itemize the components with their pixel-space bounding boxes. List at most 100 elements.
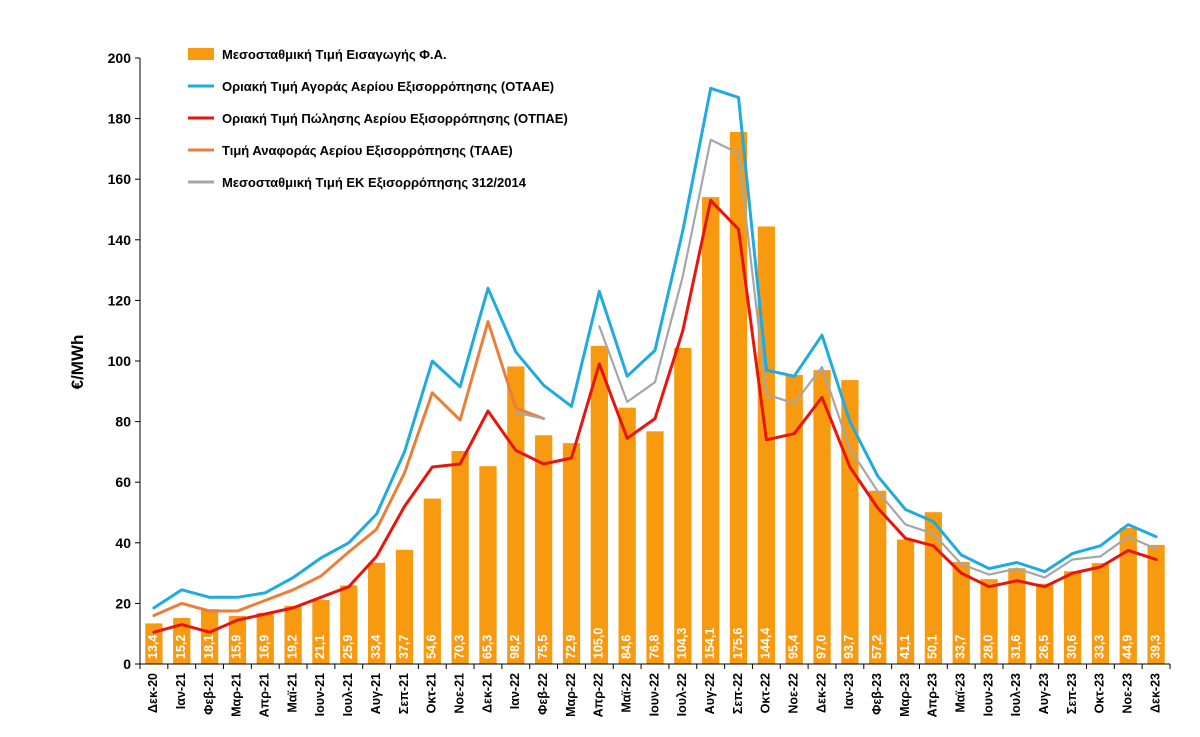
- bar-data-label: 93,7: [842, 635, 856, 659]
- bar-data-label: 154,1: [703, 628, 717, 659]
- bar-data-label: 72,9: [564, 635, 578, 659]
- bar: [228, 615, 247, 664]
- bar: [423, 498, 441, 664]
- bar: [1147, 544, 1165, 664]
- x-tick-label: Φεβ-23: [870, 673, 884, 715]
- x-tick-label: Μαϊ-22: [619, 673, 633, 713]
- bar-data-label: 104,3: [675, 628, 689, 659]
- bar-data-label: 175,6: [731, 628, 745, 659]
- bar-data-label: 84,6: [619, 635, 633, 659]
- x-tick-label: Σεπ-23: [1065, 673, 1079, 714]
- bar: [896, 539, 915, 664]
- bar-data-label: 19,2: [285, 635, 299, 659]
- bar: [1063, 571, 1082, 664]
- bar-data-label: 25,9: [341, 635, 355, 659]
- bar-data-label: 30,6: [1065, 635, 1079, 659]
- x-tick-label: Μαρ-22: [564, 673, 578, 717]
- legend-label: Μεσοσταθμική Τιμή ΕΚ Εξισορρόπησης 312/2…: [222, 175, 527, 190]
- bar-data-label: 37,7: [397, 635, 411, 659]
- bar: [674, 347, 692, 664]
- bar: [395, 549, 414, 664]
- bar: [1036, 583, 1054, 664]
- bar-data-label: 28,0: [981, 635, 995, 659]
- bar-data-label: 31,6: [1009, 635, 1023, 659]
- bar: [1008, 568, 1026, 664]
- axes-group: 0 20 40 60 80 100 120 140 160 180 200 Δεκ-20 Ιαν-21 Φ…: [108, 50, 1171, 717]
- bar-data-label: 144,4: [759, 628, 773, 659]
- x-tick-label: Απρ-23: [926, 673, 940, 717]
- bar: [1091, 563, 1110, 664]
- x-tick-label: Απρ-21: [258, 673, 272, 717]
- bar: [869, 490, 887, 664]
- x-tick-label: Αυγ-23: [1037, 673, 1051, 714]
- bar-data-label: 39,3: [1148, 635, 1162, 659]
- bar-data-label: 97,0: [814, 635, 828, 659]
- x-tick-label: Δεκ-21: [480, 673, 494, 713]
- x-tick-label: Σεπ-21: [397, 673, 411, 714]
- bar: [646, 431, 664, 664]
- bar: [479, 466, 497, 664]
- bar: [535, 435, 553, 664]
- bar-data-label: 33,7: [954, 635, 968, 659]
- bar: [451, 450, 469, 664]
- x-tick-label: Δεκ-20: [146, 673, 160, 713]
- x-tick-label: Μαϊ-23: [954, 673, 968, 713]
- x-tick-label: Ιαν-22: [508, 673, 522, 709]
- bar: [952, 561, 970, 664]
- x-tick-label: Δεκ-23: [1148, 673, 1162, 713]
- x-tick-label: Οκτ-23: [1093, 673, 1107, 713]
- x-tick-label: Ιουλ-22: [675, 673, 689, 716]
- x-tick-label: Απρ-22: [592, 673, 606, 717]
- bar-series-group: 13,4 15,2 18,1 15,9 16,9 19,2 21,1 25,9 33,4 37,7…: [145, 131, 1165, 664]
- bar: [618, 407, 636, 664]
- y-tick-label: 140: [108, 232, 132, 248]
- x-tick-label: Μαρ-23: [898, 673, 912, 717]
- bar-data-label: 33,3: [1093, 635, 1107, 659]
- y-tick-label: 60: [115, 474, 131, 490]
- bar-data-label: 16,9: [258, 635, 272, 659]
- bar-data-label: 95,4: [786, 635, 800, 659]
- y-tick-label: 160: [108, 171, 132, 187]
- y-tick-label: 180: [108, 111, 132, 127]
- x-tick-label: Οκτ-21: [425, 673, 439, 713]
- y-tick-label: 120: [108, 292, 132, 308]
- bar: [200, 609, 219, 664]
- x-tick-label: Σεπ-22: [731, 673, 745, 714]
- bar: [340, 585, 358, 664]
- line-series: [514, 138, 1158, 579]
- bar: [256, 612, 274, 664]
- bar-data-label: 41,1: [898, 635, 912, 659]
- bar: [785, 374, 803, 664]
- x-tick-label: Ιουν-23: [981, 673, 995, 716]
- x-tick-label: Αυγ-22: [703, 673, 717, 714]
- y-tick-label: 200: [108, 50, 132, 66]
- bar-data-label: 33,4: [369, 635, 383, 659]
- line-series: [152, 86, 1158, 610]
- bar: [757, 226, 775, 664]
- legend-swatch: [188, 48, 214, 60]
- bar-data-label: 65,3: [480, 635, 494, 659]
- bar-data-label: 70,3: [452, 635, 466, 659]
- bar: [590, 345, 608, 664]
- x-tick-label: Ιουν-22: [647, 673, 661, 716]
- line-series: [152, 320, 546, 617]
- bar-data-label: 50,1: [926, 635, 940, 659]
- bar-data-label: 15,2: [174, 635, 188, 659]
- x-tick-label: Αυγ-21: [369, 673, 383, 714]
- y-tick-label: 80: [115, 414, 131, 430]
- x-tick-label: Ιουλ-23: [1009, 673, 1023, 716]
- bar-data-label: 44,9: [1121, 635, 1135, 659]
- bar-data-label: 21,1: [313, 635, 327, 659]
- bar: [980, 579, 998, 664]
- bar-data-label: 57,2: [870, 635, 884, 659]
- bar-data-label: 18,1: [202, 635, 216, 659]
- line-series-group: [152, 86, 1158, 634]
- x-tick-label: Φεβ-21: [202, 673, 216, 715]
- bar: [507, 366, 525, 664]
- bar: [841, 380, 859, 664]
- y-tick-label: 20: [115, 595, 131, 611]
- legend: Μεσοσταθμική Τιμή Εισαγωγής Φ.Α. Οριακή Τ…: [188, 47, 568, 190]
- x-tick-label: Φεβ-22: [536, 673, 550, 715]
